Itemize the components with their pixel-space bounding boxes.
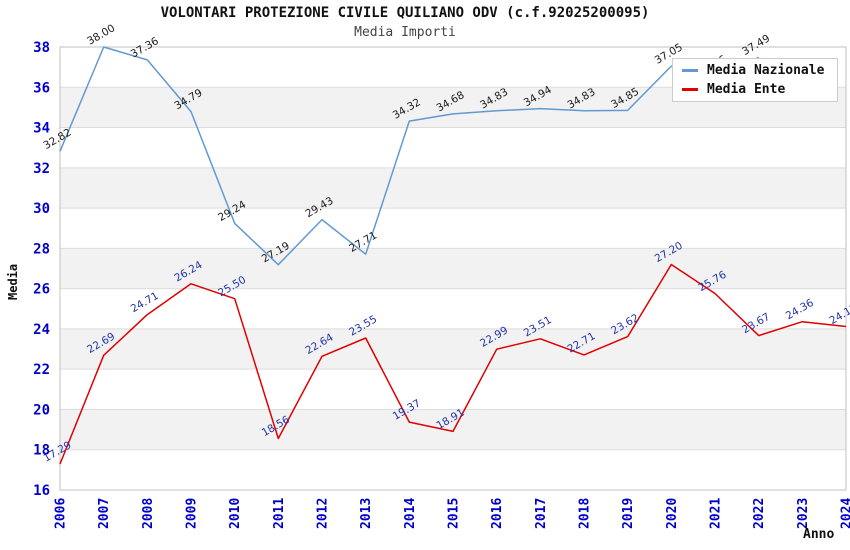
x-tick-label: 2017 — [534, 498, 549, 529]
x-tick-labels: 2006 2007 2008 2009 2010 2011 2012 2013 2014 2015… — [54, 498, 850, 529]
plot-band — [60, 328, 846, 370]
nazionale-line — [59, 46, 760, 266]
x-tick-label: 2009 — [185, 498, 200, 529]
x-tick-label: 2024 — [840, 498, 850, 529]
y-tick-label: 20 — [33, 402, 50, 418]
legend-entry-nazionale: Media Nazionale — [682, 63, 837, 78]
x-tick-label: 2011 — [272, 498, 287, 529]
plot-band — [60, 208, 846, 249]
x-axis-title: Anno — [803, 527, 835, 542]
y-tick-label: 34 — [33, 121, 50, 137]
x-tick-label: 2015 — [447, 498, 462, 529]
legend-entry-ente: Media Ente — [682, 82, 837, 97]
x-tick-label: 2013 — [359, 498, 374, 529]
x-tick-label: 2006 — [54, 498, 69, 529]
legend-label-nazionale: Media Nazionale — [707, 63, 825, 78]
x-tick-label: 2019 — [621, 498, 636, 529]
plot-band — [60, 449, 846, 490]
plot-band — [60, 369, 846, 410]
y-tick-label: 38 — [33, 40, 50, 56]
y-tick-label: 28 — [33, 241, 50, 257]
y-tick-label: 18 — [33, 443, 50, 459]
x-tick-label: 2014 — [403, 498, 418, 529]
y-tick-label: 24 — [33, 322, 50, 338]
y-axis-title: Media — [6, 263, 20, 300]
x-tick-label: 2018 — [578, 498, 593, 529]
y-tick-label: 26 — [33, 282, 50, 298]
plot-border — [59, 46, 847, 491]
x-tick-label: 2010 — [228, 498, 243, 529]
x-tick-label: 2022 — [752, 498, 767, 529]
legend-label-ente: Media Ente — [707, 82, 786, 97]
y-tick-label: 30 — [33, 201, 50, 217]
x-tick-label: 2021 — [709, 498, 724, 529]
y-tick-label: 16 — [33, 483, 50, 499]
y-tick-labels: 16 18 20 22 24 26 28 30 32 34 36 38 — [33, 40, 50, 499]
plot-band — [60, 409, 846, 450]
plot-band — [60, 248, 846, 289]
plot-band — [60, 288, 846, 329]
x-tick-label: 2008 — [141, 498, 156, 529]
ente-line — [59, 263, 847, 465]
x-tick-label: 2016 — [490, 498, 505, 529]
chart-title: VOLONTARI PROTEZIONE CIVILE QUILIANO ODV… — [160, 5, 650, 21]
ente-line-swatch — [682, 88, 698, 91]
chart-legend: Media Nazionale Media Ente — [672, 58, 838, 102]
x-tick-label: 2023 — [796, 498, 811, 529]
y-tick-label: 32 — [33, 161, 50, 177]
x-tick-label: 2007 — [97, 498, 112, 529]
chart-subtitle: Media Importi — [354, 25, 456, 40]
y-tick-label: 36 — [33, 80, 50, 96]
x-tick-label: 2020 — [665, 498, 680, 529]
y-tick-label: 22 — [33, 362, 50, 378]
x-tick-label: 2012 — [316, 498, 331, 529]
plot-band — [60, 167, 846, 209]
nazionale-line-swatch — [682, 69, 698, 72]
plot-band — [60, 127, 846, 168]
